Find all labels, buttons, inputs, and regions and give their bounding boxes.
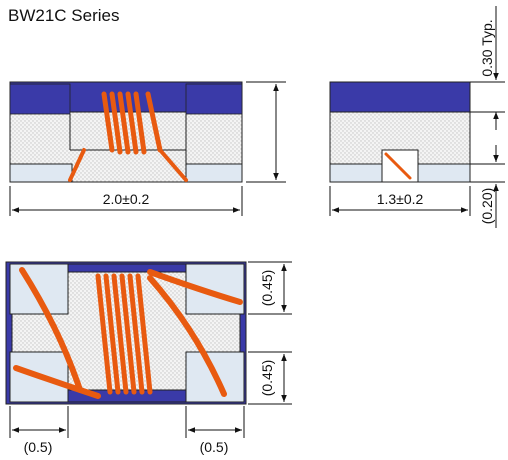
pad-depth-label: (0.20) bbox=[479, 188, 495, 225]
dim-pad-lengths: (0.5) (0.5) bbox=[9, 406, 245, 455]
dim-length: 2.0±0.2 bbox=[9, 186, 243, 216]
dim-width: 1.3±0.2 bbox=[329, 186, 471, 216]
bottom-coil bbox=[13, 267, 243, 399]
length-label: 2.0±0.2 bbox=[103, 191, 150, 207]
height-typ-label: 0.30 Typ. bbox=[479, 19, 495, 76]
pad-width-right-label: (0.45) bbox=[259, 360, 275, 397]
side-coil-lead bbox=[384, 152, 412, 180]
dim-height bbox=[246, 81, 286, 183]
front-coil bbox=[68, 91, 188, 182]
bottom-pad-tl bbox=[9, 263, 69, 315]
pad-length-left-label: (0.5) bbox=[24, 439, 53, 455]
front-view bbox=[9, 81, 243, 183]
width-label: 1.3±0.2 bbox=[377, 191, 424, 207]
front-right-flange bbox=[185, 83, 243, 115]
pad-length-right-label: (0.5) bbox=[200, 439, 229, 455]
dim-side-vertical: 0.30 Typ. (0.20) bbox=[470, 6, 505, 228]
front-left-flange bbox=[9, 83, 71, 115]
front-right-pad bbox=[185, 163, 243, 183]
pad-width-left-label: (0.45) bbox=[259, 270, 275, 307]
front-left-pad bbox=[9, 163, 73, 183]
side-top-plate bbox=[329, 81, 471, 113]
bottom-view bbox=[5, 261, 247, 405]
dim-pad-widths: (0.45) (0.45) bbox=[248, 261, 292, 405]
series-title: BW21C Series bbox=[8, 6, 120, 25]
side-view bbox=[329, 81, 471, 183]
